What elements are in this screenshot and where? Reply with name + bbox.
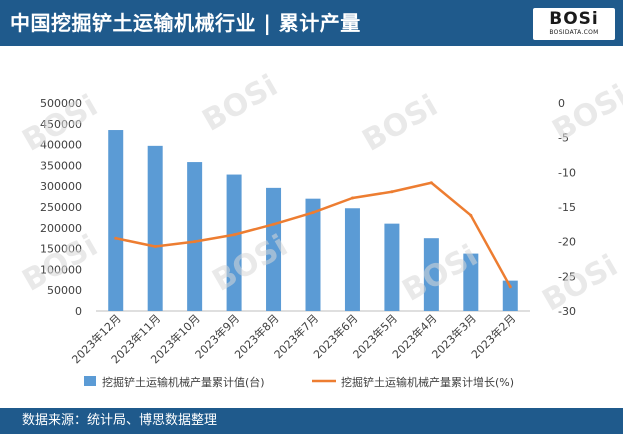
y-right-tick-label: -10 xyxy=(558,166,576,179)
line-point xyxy=(153,245,157,249)
bar xyxy=(147,145,163,311)
y-left-tick-label: 150000 xyxy=(40,243,82,256)
line-point xyxy=(429,181,433,185)
legend-bar-label: 挖掘铲土运输机械产量累计值(台) xyxy=(102,375,265,389)
y-left-tick-label: 450000 xyxy=(40,118,82,131)
y-left-tick-label: 50000 xyxy=(47,284,82,297)
line-point xyxy=(390,190,394,194)
y-left-tick-label: 300000 xyxy=(40,180,82,193)
y-left-tick-label: 400000 xyxy=(40,139,82,152)
y-right-tick-label: -25 xyxy=(558,270,576,283)
bar xyxy=(384,223,400,311)
line-point xyxy=(508,285,512,289)
line-point xyxy=(193,240,197,244)
bar xyxy=(423,238,439,311)
line-point xyxy=(114,236,118,240)
y-right-tick-label: -30 xyxy=(558,305,576,318)
y-left-tick-label: 0 xyxy=(75,305,82,318)
line-point xyxy=(272,222,276,226)
header-bar: 中国挖掘铲土运输机械行业 | 累计产量 BOSi BOSIDATA.COM xyxy=(0,0,623,46)
logo-subtext: BOSIDATA.COM xyxy=(549,29,599,36)
footer-bar: 数据来源：统计局、博思数据整理 xyxy=(0,408,623,434)
line-point xyxy=(232,233,236,237)
bar xyxy=(344,208,360,311)
line-point xyxy=(311,211,315,215)
bar xyxy=(226,174,242,311)
y-right-tick-label: -20 xyxy=(558,236,576,249)
page-title: 中国挖掘铲土运输机械行业 | 累计产量 xyxy=(10,11,361,35)
bar xyxy=(187,162,203,311)
bosi-logo: BOSi BOSIDATA.COM xyxy=(533,8,615,40)
legend-line-label: 挖掘铲土运输机械产量累计增长(%) xyxy=(341,375,514,389)
bar xyxy=(305,198,321,311)
logo-wordmark: BOSi xyxy=(549,9,599,29)
y-left-tick-label: 200000 xyxy=(40,222,82,235)
line-point xyxy=(350,196,354,200)
y-right-tick-label: -5 xyxy=(558,132,569,145)
y-right-tick-label: 0 xyxy=(558,97,565,110)
bar xyxy=(463,253,479,311)
y-right-tick-label: -15 xyxy=(558,201,576,214)
y-left-tick-label: 500000 xyxy=(40,97,82,110)
legend-bar-swatch xyxy=(84,376,96,386)
y-left-tick-label: 100000 xyxy=(40,263,82,276)
data-source: 数据来源：统计局、博思数据整理 xyxy=(22,413,218,428)
line-point xyxy=(469,213,473,217)
y-left-tick-label: 250000 xyxy=(40,201,82,214)
bar xyxy=(108,130,124,311)
bar xyxy=(266,187,282,311)
chart-container: BOSi BOSi BOSi BOSi BOSi BOSi BOSi BOSi … xyxy=(0,46,623,408)
bar-line-chart: 0 50000 100000 150000 200000 250000 300000 3500… xyxy=(40,97,576,389)
bar xyxy=(502,280,518,311)
y-left-tick-label: 350000 xyxy=(40,159,82,172)
